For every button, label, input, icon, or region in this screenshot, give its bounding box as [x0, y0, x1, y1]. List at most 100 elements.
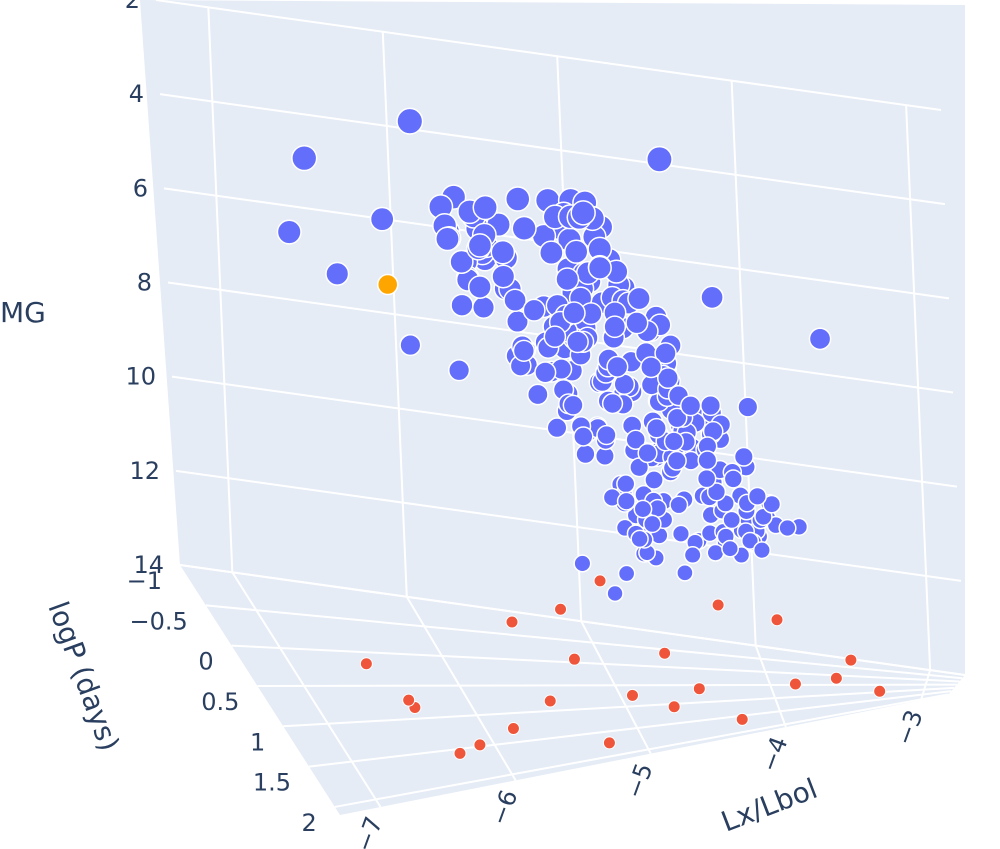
data-point-blue	[683, 546, 702, 565]
data-point-red	[829, 671, 843, 685]
data-point-blue	[276, 219, 302, 245]
data-point-blue	[663, 431, 684, 452]
data-point-blue	[534, 361, 557, 384]
data-point-red	[658, 646, 672, 660]
z-axis-title: MG	[0, 296, 46, 329]
data-point-blue	[630, 529, 649, 549]
data-point-red	[788, 677, 802, 691]
data-point-blue	[396, 107, 424, 135]
data-point-red	[554, 602, 568, 616]
data-point-red	[625, 688, 639, 702]
gridline-z-wall	[159, 93, 946, 206]
data-point-blue	[700, 285, 724, 310]
data-point-blue	[676, 564, 694, 582]
data-point-red	[735, 712, 749, 726]
data-point-red	[567, 652, 581, 666]
data-point-blue	[752, 541, 771, 560]
data-point-red	[692, 682, 706, 696]
y-tick-label: 0.5	[201, 688, 239, 716]
data-point-red	[473, 738, 487, 752]
data-point-red	[711, 598, 725, 612]
data-point-blue	[546, 417, 568, 439]
gridline-y-floor	[257, 683, 957, 687]
data-point-blue	[471, 295, 496, 319]
floor	[180, 565, 965, 815]
data-point-blue	[543, 325, 567, 349]
gridline-y-floor	[179, 564, 966, 676]
z-tick-label: 8	[137, 269, 152, 297]
data-point-blue	[808, 327, 832, 351]
gridlines	[155, 0, 966, 808]
data-points	[276, 107, 887, 760]
chart-panes	[140, 0, 965, 815]
data-point-blue	[467, 275, 492, 299]
data-point-blue	[640, 356, 663, 379]
gridline-x-floor	[231, 571, 382, 808]
data-point-blue	[627, 286, 651, 311]
x-axis-title: Lx/Lbol	[717, 772, 822, 839]
data-point-red	[593, 574, 607, 588]
gridline-y-floor	[283, 686, 955, 728]
data-point-blue	[291, 144, 318, 172]
data-point-blue	[526, 383, 549, 406]
data-point-blue	[562, 301, 586, 325]
data-point-blue	[706, 482, 727, 502]
y-tick-label: 1.5	[253, 769, 291, 797]
z-tick-label: 6	[133, 174, 148, 202]
data-point-blue	[601, 392, 624, 415]
data-point-blue	[522, 298, 546, 322]
data-point-red	[770, 613, 784, 627]
data-point-red	[359, 657, 373, 671]
data-point-blue	[679, 395, 702, 417]
x-tick-label: −4	[755, 733, 793, 776]
data-point-blue	[762, 494, 782, 514]
data-point-orange	[376, 273, 399, 296]
y-tick-label: 0	[198, 648, 213, 676]
data-point-blue	[606, 584, 624, 603]
gridline-z-wall	[155, 0, 942, 111]
data-point-blue	[722, 510, 742, 530]
data-point-blue	[562, 394, 584, 416]
data-point-blue	[539, 240, 564, 266]
x-tick-label: −3	[890, 706, 928, 749]
data-point-blue	[555, 267, 580, 292]
data-point-blue	[573, 554, 592, 573]
data-point-red	[453, 746, 467, 760]
data-point-blue	[575, 444, 596, 465]
data-point-blue	[616, 474, 636, 494]
data-point-blue	[657, 367, 679, 390]
data-point-blue	[721, 539, 740, 558]
z-tick-label: 14	[133, 551, 164, 579]
data-point-blue	[646, 417, 667, 439]
gridline-y-floor	[334, 693, 949, 808]
data-point-blue	[435, 226, 460, 252]
data-point-blue	[723, 469, 743, 489]
z-tick-label: 4	[129, 80, 144, 108]
data-point-blue	[449, 249, 474, 275]
data-point-blue	[617, 564, 636, 583]
data-point-red	[402, 693, 416, 707]
data-point-red	[543, 694, 557, 708]
data-point-blue	[633, 499, 653, 519]
data-point-blue	[654, 342, 677, 365]
data-point-blue	[505, 186, 531, 212]
data-point-blue	[696, 468, 717, 489]
data-point-blue	[490, 239, 516, 265]
z-tick-label: 12	[129, 457, 160, 485]
data-point-blue	[666, 450, 687, 471]
y-tick-label: 1	[250, 728, 265, 756]
z-tick-label: 10	[125, 363, 156, 391]
data-point-blue	[564, 239, 589, 264]
y-tick-label: −0.5	[130, 607, 188, 635]
y-axis-title: logP (days)	[41, 597, 126, 755]
data-point-blue	[596, 424, 617, 446]
data-point-blue	[644, 470, 664, 490]
data-point-blue	[512, 339, 536, 362]
data-point-blue	[637, 442, 658, 464]
data-point-blue	[642, 514, 662, 534]
data-point-blue	[450, 293, 474, 317]
data-point-blue	[325, 261, 350, 286]
data-point-blue	[747, 486, 767, 506]
data-point-blue	[587, 255, 612, 280]
z-tick-label: 2	[125, 0, 140, 14]
